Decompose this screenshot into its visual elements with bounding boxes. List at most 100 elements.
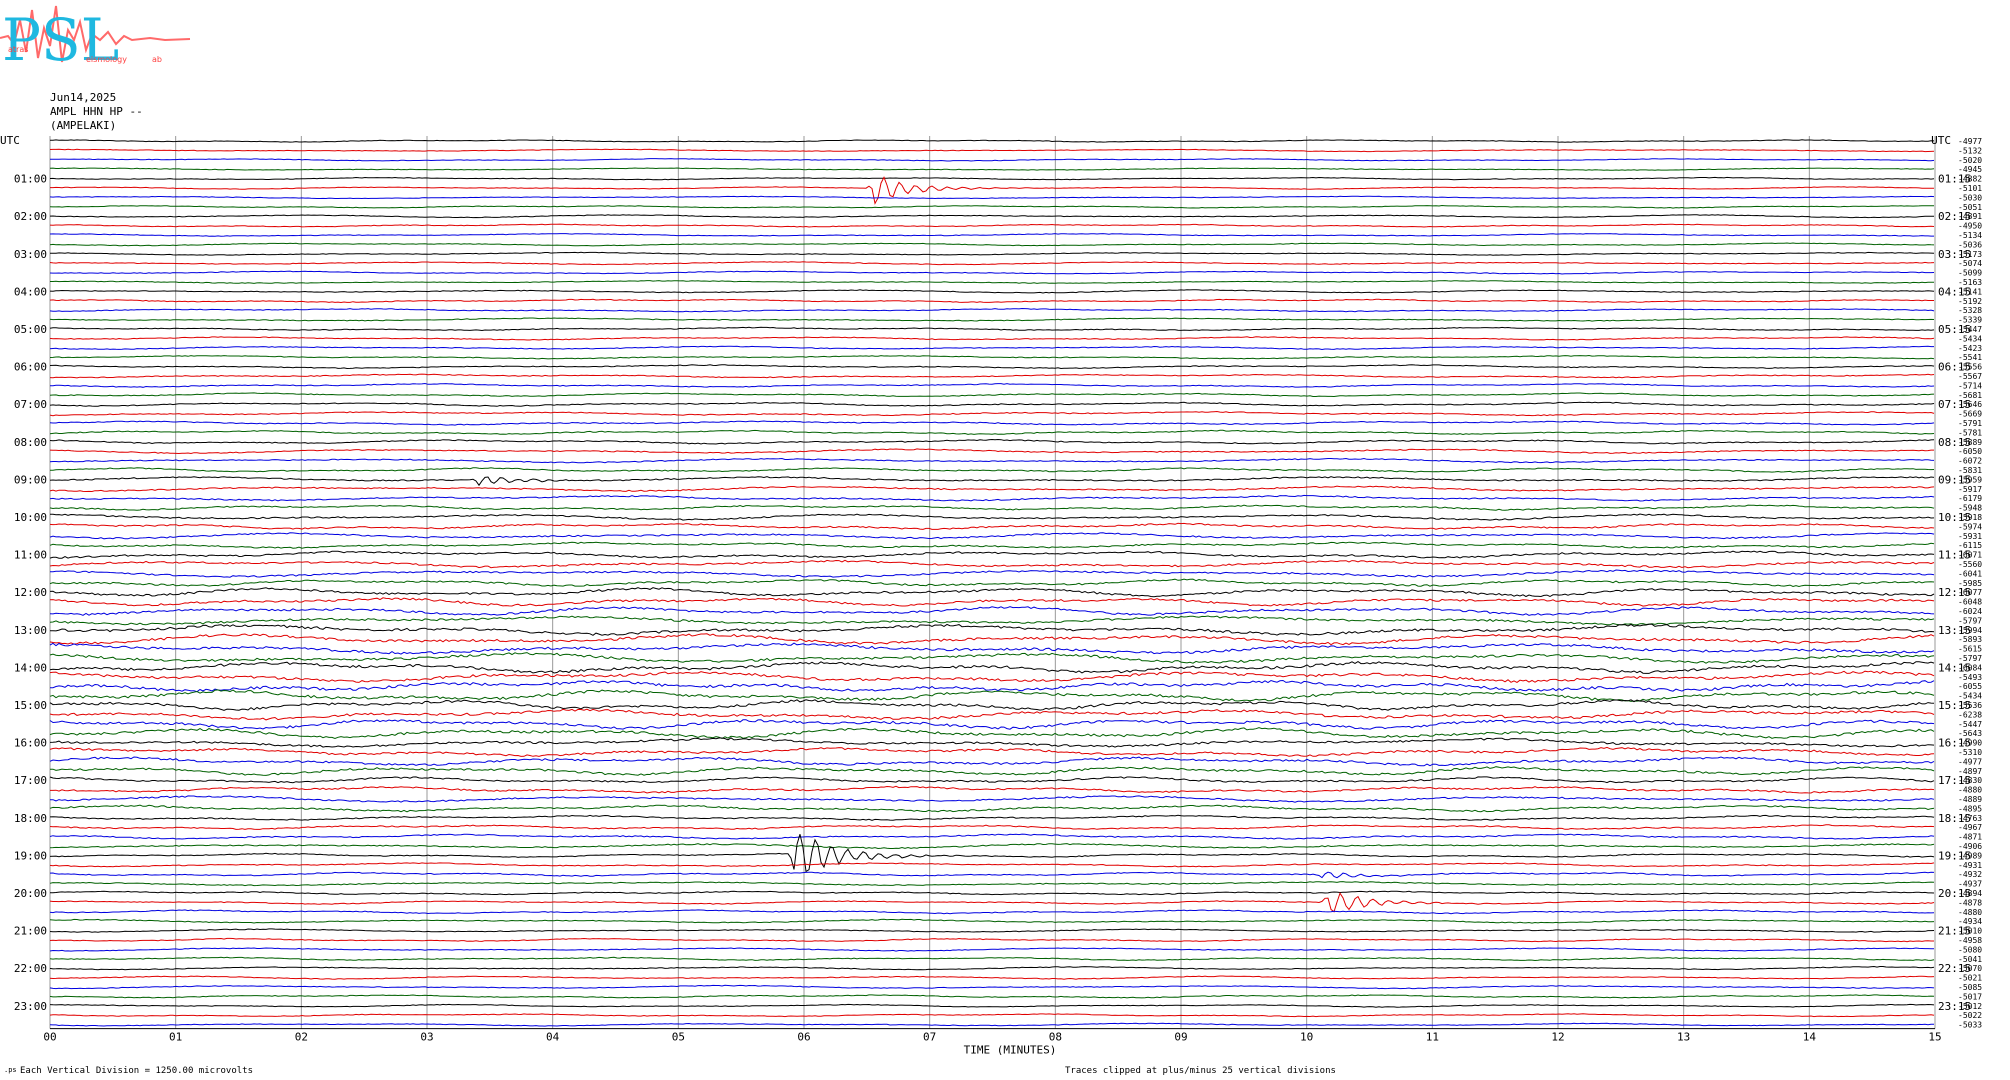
seismic-trace [49,559,1935,569]
minute-tick-label: 13 [1677,1031,1690,1044]
trace-offset-label: -6071 [1958,551,1982,560]
trace-offset-label: -5447 [1958,325,1982,334]
seismic-trace [49,317,1935,322]
minute-tick-label: 15 [1928,1031,1941,1044]
hour-label-right: 22:15 [1938,962,1971,975]
seismic-trace [49,513,1935,521]
seismic-trace [49,975,1935,980]
seismic-trace [49,457,1935,464]
seismic-trace [49,345,1934,351]
date-label: Jun14,2025 [50,91,117,104]
minute-tick-label: 09 [1174,1031,1187,1044]
seismic-trace [50,785,1935,794]
logo-sub-3: ab [152,55,162,64]
seismic-trace [49,776,1935,784]
seismic-trace [49,965,1935,971]
seismic-trace [50,158,1935,162]
seismic-trace [49,195,1935,200]
seismic-trace [49,947,1935,952]
hour-label-left: 14:00 [14,661,47,674]
trace-offset-label: -5646 [1958,400,1982,409]
trace-offset-label: -5889 [1958,438,1982,447]
trace-offset-label: -5012 [1958,1002,1982,1011]
hour-label-right: 17:15 [1938,774,1971,787]
seismic-trace [49,233,1934,237]
trace-offset-label: -4894 [1958,889,1982,898]
trace-offset-label: -4934 [1958,917,1982,926]
trace-offset-label: -6048 [1958,598,1982,607]
trace-offset-label: -5020 [1958,156,1982,165]
trace-offset-label: -5541 [1958,353,1982,362]
trace-offset-label: -5099 [1958,269,1982,278]
seismic-trace [49,918,1935,924]
trace-offset-label: -6041 [1958,569,1982,578]
trace-offset-label: -4889 [1958,795,1982,804]
seismic-trace [49,494,1935,502]
hour-label-right: 05:15 [1938,323,1971,336]
trace-offset-label: -5074 [1958,259,1982,268]
hour-label-left: 12:00 [14,586,47,599]
seismic-trace [49,214,1935,219]
seismic-trace [49,719,1935,730]
hour-label-right: 03:15 [1938,248,1971,261]
seismic-trace [49,795,1935,803]
trace-offset-label: -5051 [1958,203,1982,212]
seismic-trace [49,401,1935,407]
seismic-trace [49,373,1935,379]
trace-offset-label: -5041 [1958,955,1982,964]
seismic-trace [49,467,1935,473]
hour-label-left: 01:00 [14,173,47,186]
minute-tick-label: 03 [420,1031,433,1044]
hour-label-left: 03:00 [14,248,47,261]
seismic-trace [49,522,1935,530]
trace-offset-label: -5714 [1958,381,1982,390]
seismic-trace [49,984,1935,990]
hour-label-right: 02:15 [1938,210,1971,223]
trace-offset-label: -4958 [1958,936,1982,945]
trace-offset-label: -6024 [1958,607,1982,616]
trace-offset-label: -4871 [1958,833,1982,842]
seismic-trace [49,597,1935,607]
trace-offset-label: -5036 [1958,240,1982,249]
hour-label-right: 23:15 [1938,1000,1971,1013]
minute-tick-label: 00 [43,1031,56,1044]
seismic-trace [49,892,1935,913]
minute-tick-label: 12 [1551,1031,1564,1044]
trace-offset-label: -4937 [1958,880,1982,889]
seismic-trace [49,834,1935,873]
trace-offset-label: -5033 [1958,1021,1982,1030]
logo-letters: PSL [2,6,119,70]
hour-label-right: 19:15 [1938,849,1971,862]
seismic-trace [49,429,1935,436]
trace-offset-label: -5070 [1958,964,1982,973]
logo-sub-2: eismology [86,55,127,64]
seismic-trace [49,251,1935,256]
trace-offset-label: -4977 [1958,757,1982,766]
trace-offset-label: -6050 [1958,447,1982,456]
hour-label-left: 19:00 [14,849,47,862]
seismic-trace [49,890,1935,896]
trace-offset-label: -5669 [1958,410,1982,419]
hour-label-right: 12:15 [1938,586,1971,599]
minute-tick-label: 01 [169,1031,182,1044]
seismic-trace [49,336,1935,341]
hour-label-right: 01:15 [1938,173,1971,186]
trace-offset-label: -4950 [1958,222,1982,231]
trace-offset-label: -4932 [1958,870,1982,879]
seismic-trace [49,410,1935,417]
seismic-trace [49,708,1935,721]
station-label: AMPL HHN HP -- [50,105,143,118]
trace-offset-label: -5085 [1958,983,1982,992]
seismic-trace [49,148,1935,153]
trace-offset-label: -5536 [1958,701,1982,710]
trace-offset-label: -6055 [1958,682,1982,691]
trace-offset-label: -4895 [1958,804,1982,813]
corner-mark: .ps [4,1066,17,1074]
trace-offset-label: -5931 [1958,532,1982,541]
seismic-trace [49,364,1935,370]
hour-label-right: 21:15 [1938,925,1971,938]
seismic-trace [49,804,1935,813]
seismic-trace [49,615,1935,626]
minute-tick-label: 07 [923,1031,936,1044]
